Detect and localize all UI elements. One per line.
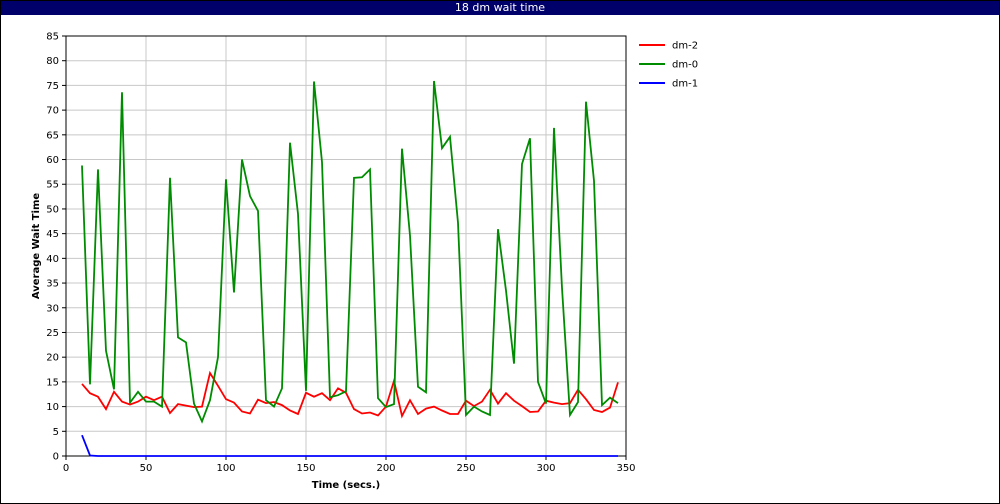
legend: dm-2 dm-0 dm-1 — [639, 41, 698, 90]
y-tick-label: 35 — [46, 279, 59, 290]
y-axis-label: Average Wait Time — [31, 193, 42, 300]
y-tick-label: 30 — [46, 303, 59, 314]
legend-label-dm-1: dm-1 — [672, 79, 698, 90]
y-tick-label: 5 — [53, 427, 59, 438]
series-line-dm-1 — [81, 434, 618, 457]
y-tick-label: 15 — [46, 377, 59, 388]
y-tick-label: 70 — [46, 106, 59, 117]
series-lines — [81, 80, 619, 457]
y-tick-label: 25 — [46, 328, 59, 339]
chart-title: 18 dm wait time — [1, 1, 999, 15]
y-tick-label: 40 — [46, 254, 59, 265]
x-tick-label: 150 — [296, 463, 315, 474]
y-tick-label: 60 — [46, 155, 59, 166]
series-line-dm-2 — [81, 370, 619, 419]
x-tick-label: 100 — [216, 463, 235, 474]
x-tick-label: 0 — [63, 463, 69, 474]
x-axis-label: Time (secs.) — [312, 480, 381, 491]
y-tick-label: 50 — [46, 204, 59, 215]
x-tick-label: 300 — [536, 463, 555, 474]
legend-label-dm-0: dm-0 — [672, 60, 698, 71]
axis-ticks: 0 5 10 15 20 25 30 35 40 45 50 55 60 65 70 75 80 85 0 50 100… — [46, 32, 635, 475]
x-tick-label: 200 — [376, 463, 395, 474]
x-tick-label: 350 — [616, 463, 635, 474]
x-tick-label: 50 — [140, 463, 153, 474]
x-tick-label: 250 — [456, 463, 475, 474]
y-tick-label: 65 — [46, 130, 59, 141]
line-chart: 0 5 10 15 20 25 30 35 40 45 50 55 60 65 70 75 80 85 0 50 100… — [31, 32, 698, 492]
y-tick-label: 75 — [46, 81, 59, 92]
y-tick-label: 10 — [46, 402, 59, 413]
y-tick-label: 55 — [46, 180, 59, 191]
y-tick-label: 20 — [46, 353, 59, 364]
series-line-dm-0 — [81, 80, 619, 424]
legend-label-dm-2: dm-2 — [672, 41, 698, 52]
y-tick-label: 0 — [53, 452, 59, 463]
y-tick-label: 85 — [46, 32, 59, 43]
y-tick-label: 45 — [46, 229, 59, 240]
y-tick-label: 80 — [46, 56, 59, 67]
